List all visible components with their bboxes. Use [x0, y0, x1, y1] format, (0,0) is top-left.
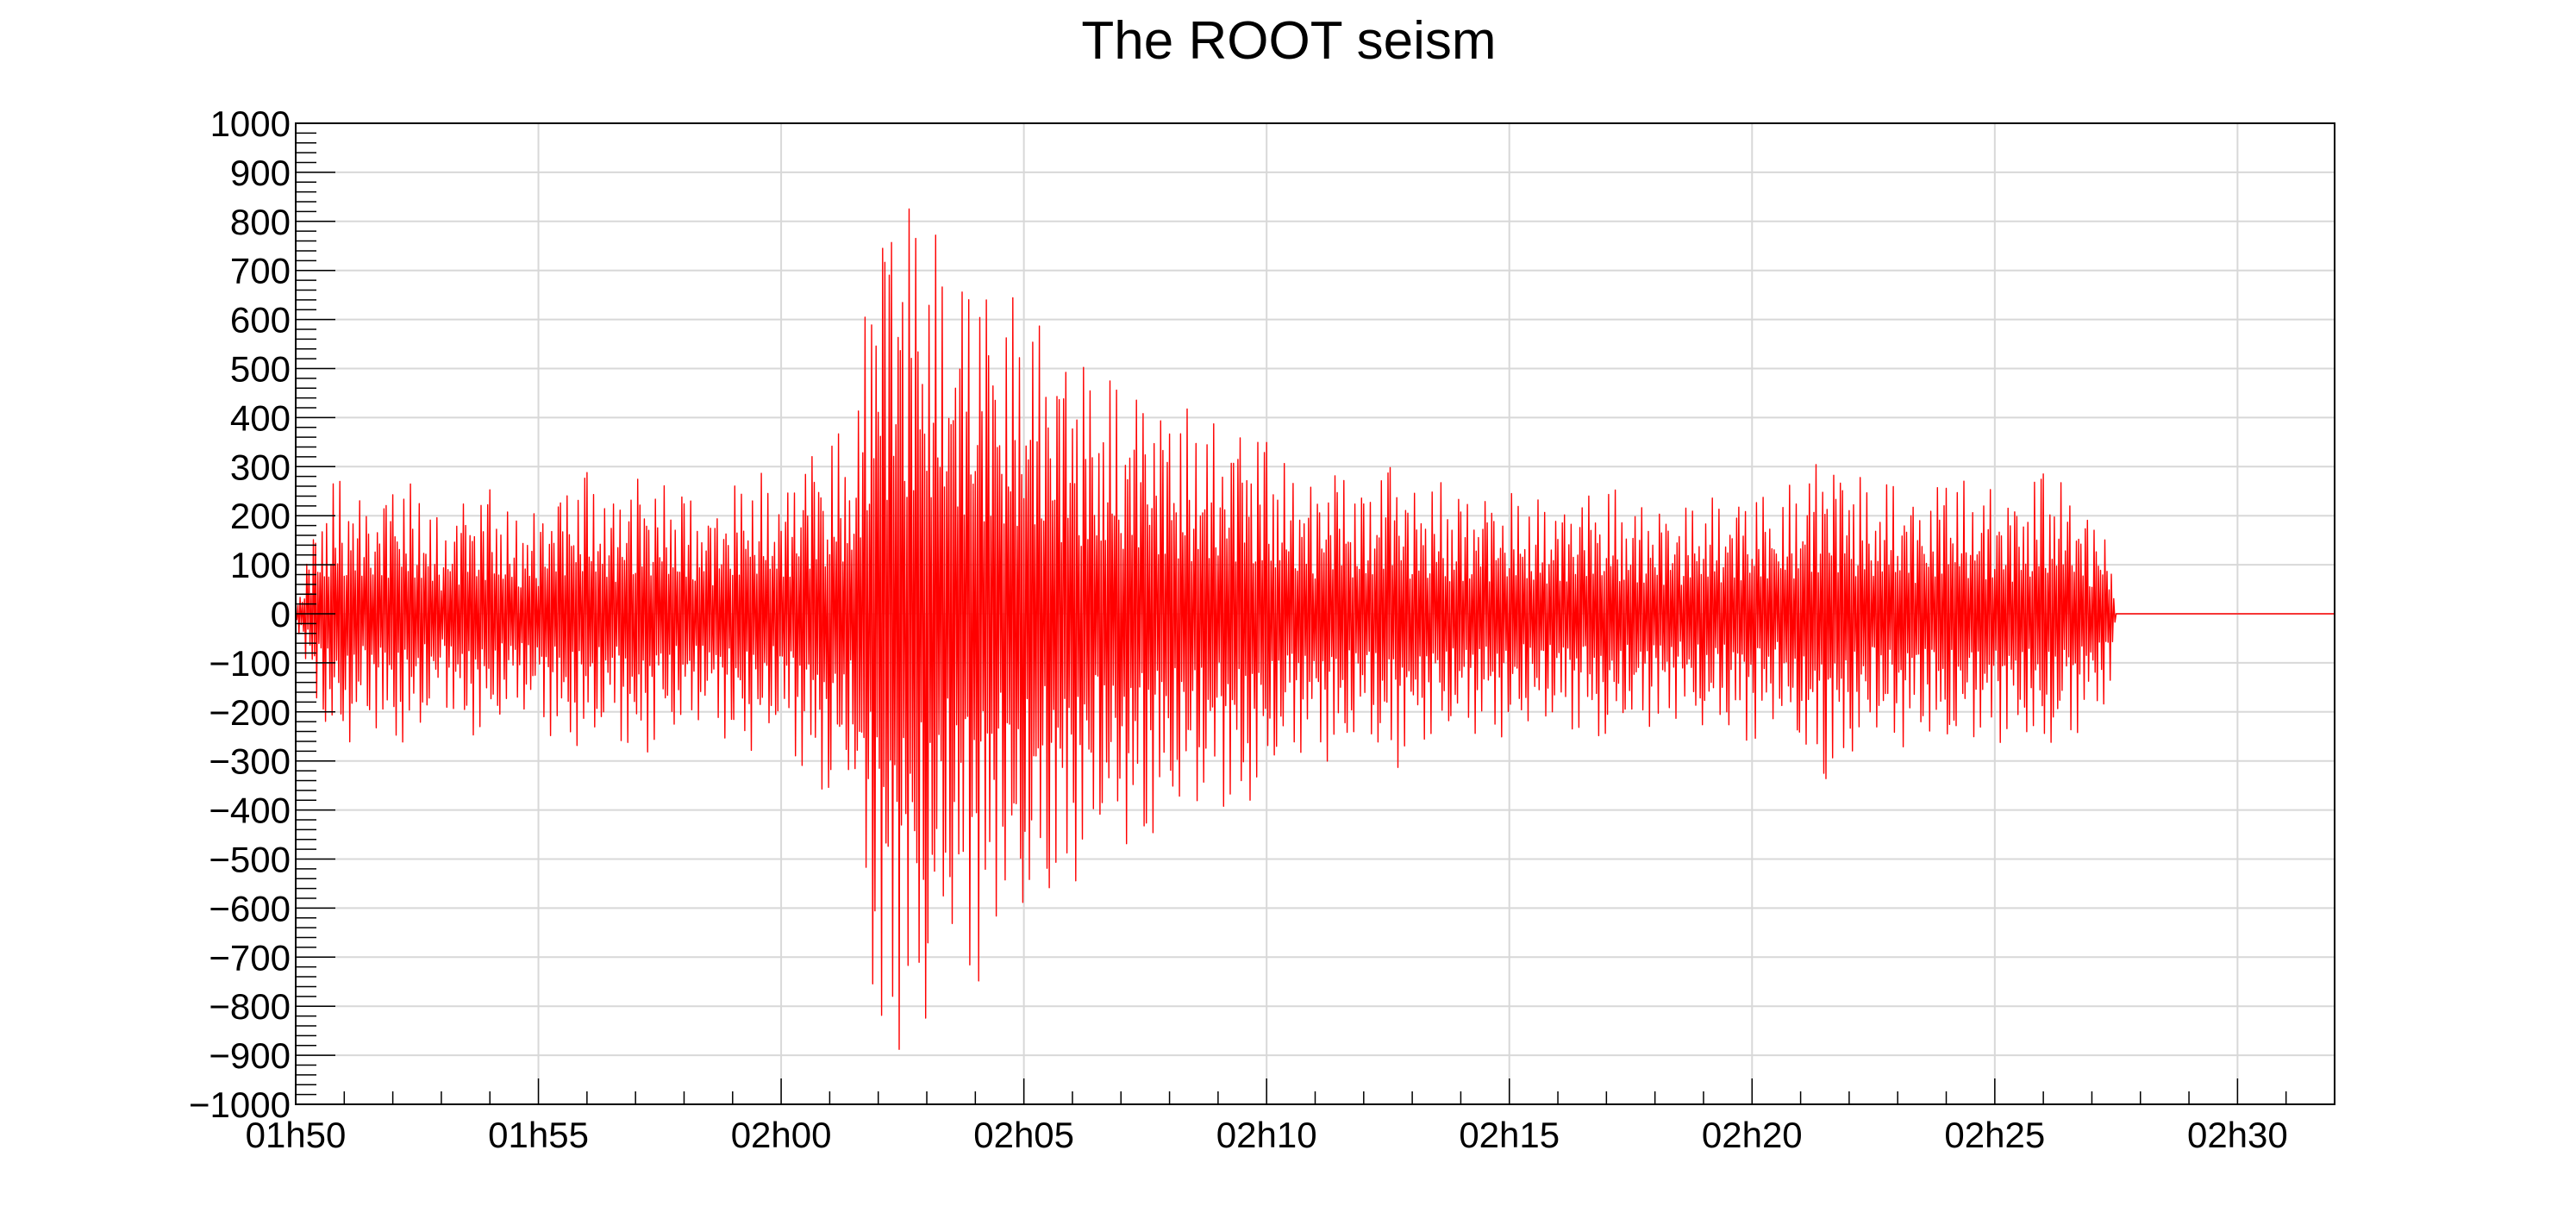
y-tick-label: −700 — [209, 937, 291, 978]
x-tick-label: 02h30 — [2187, 1115, 2288, 1155]
x-tick-label: 02h25 — [1944, 1115, 2045, 1155]
x-tick-label: 02h15 — [1459, 1115, 1560, 1155]
y-tick-label: −100 — [209, 643, 291, 684]
y-tick-label: −300 — [209, 741, 291, 782]
y-tick-label: 400 — [230, 397, 291, 438]
y-axis-tick-labels: 10009008007006005004003002001000−100−200… — [189, 103, 291, 1125]
y-tick-label: −600 — [209, 888, 291, 928]
y-tick-label: 900 — [230, 153, 291, 193]
x-tick-label: 02h10 — [1216, 1115, 1317, 1155]
x-tick-label: 02h20 — [1702, 1115, 1803, 1155]
y-tick-label: 200 — [230, 496, 291, 536]
y-tick-label: −200 — [209, 692, 291, 733]
y-tick-label: 500 — [230, 349, 291, 390]
y-tick-label: −800 — [209, 986, 291, 1027]
series-line — [295, 208, 2335, 1050]
y-tick-label: −400 — [209, 791, 291, 831]
y-tick-label: −500 — [209, 840, 291, 880]
y-tick-label: 300 — [230, 447, 291, 487]
x-axis-tick-labels: 01h50 01h55 02h00 02h05 02h10 02h15 02h20 02h25… — [246, 1115, 2288, 1155]
y-tick-label: −1000 — [189, 1084, 291, 1125]
y-tick-label: 1000 — [210, 103, 291, 144]
y-tick-label: 700 — [230, 251, 291, 291]
axis-ticks — [295, 122, 2335, 1105]
y-tick-label: −900 — [209, 1035, 291, 1076]
y-tick-label: 800 — [230, 202, 291, 242]
chart-title: The ROOT seism — [1081, 11, 1496, 71]
y-tick-label: 100 — [230, 545, 291, 585]
x-tick-label: 02h05 — [973, 1115, 1074, 1155]
y-tick-label: 0 — [271, 594, 291, 634]
x-tick-label: 02h00 — [731, 1115, 832, 1155]
y-tick-label: 600 — [230, 300, 291, 341]
series-layer — [295, 208, 2335, 1050]
x-tick-label: 01h50 — [246, 1115, 347, 1155]
x-tick-label: 01h55 — [488, 1115, 589, 1155]
